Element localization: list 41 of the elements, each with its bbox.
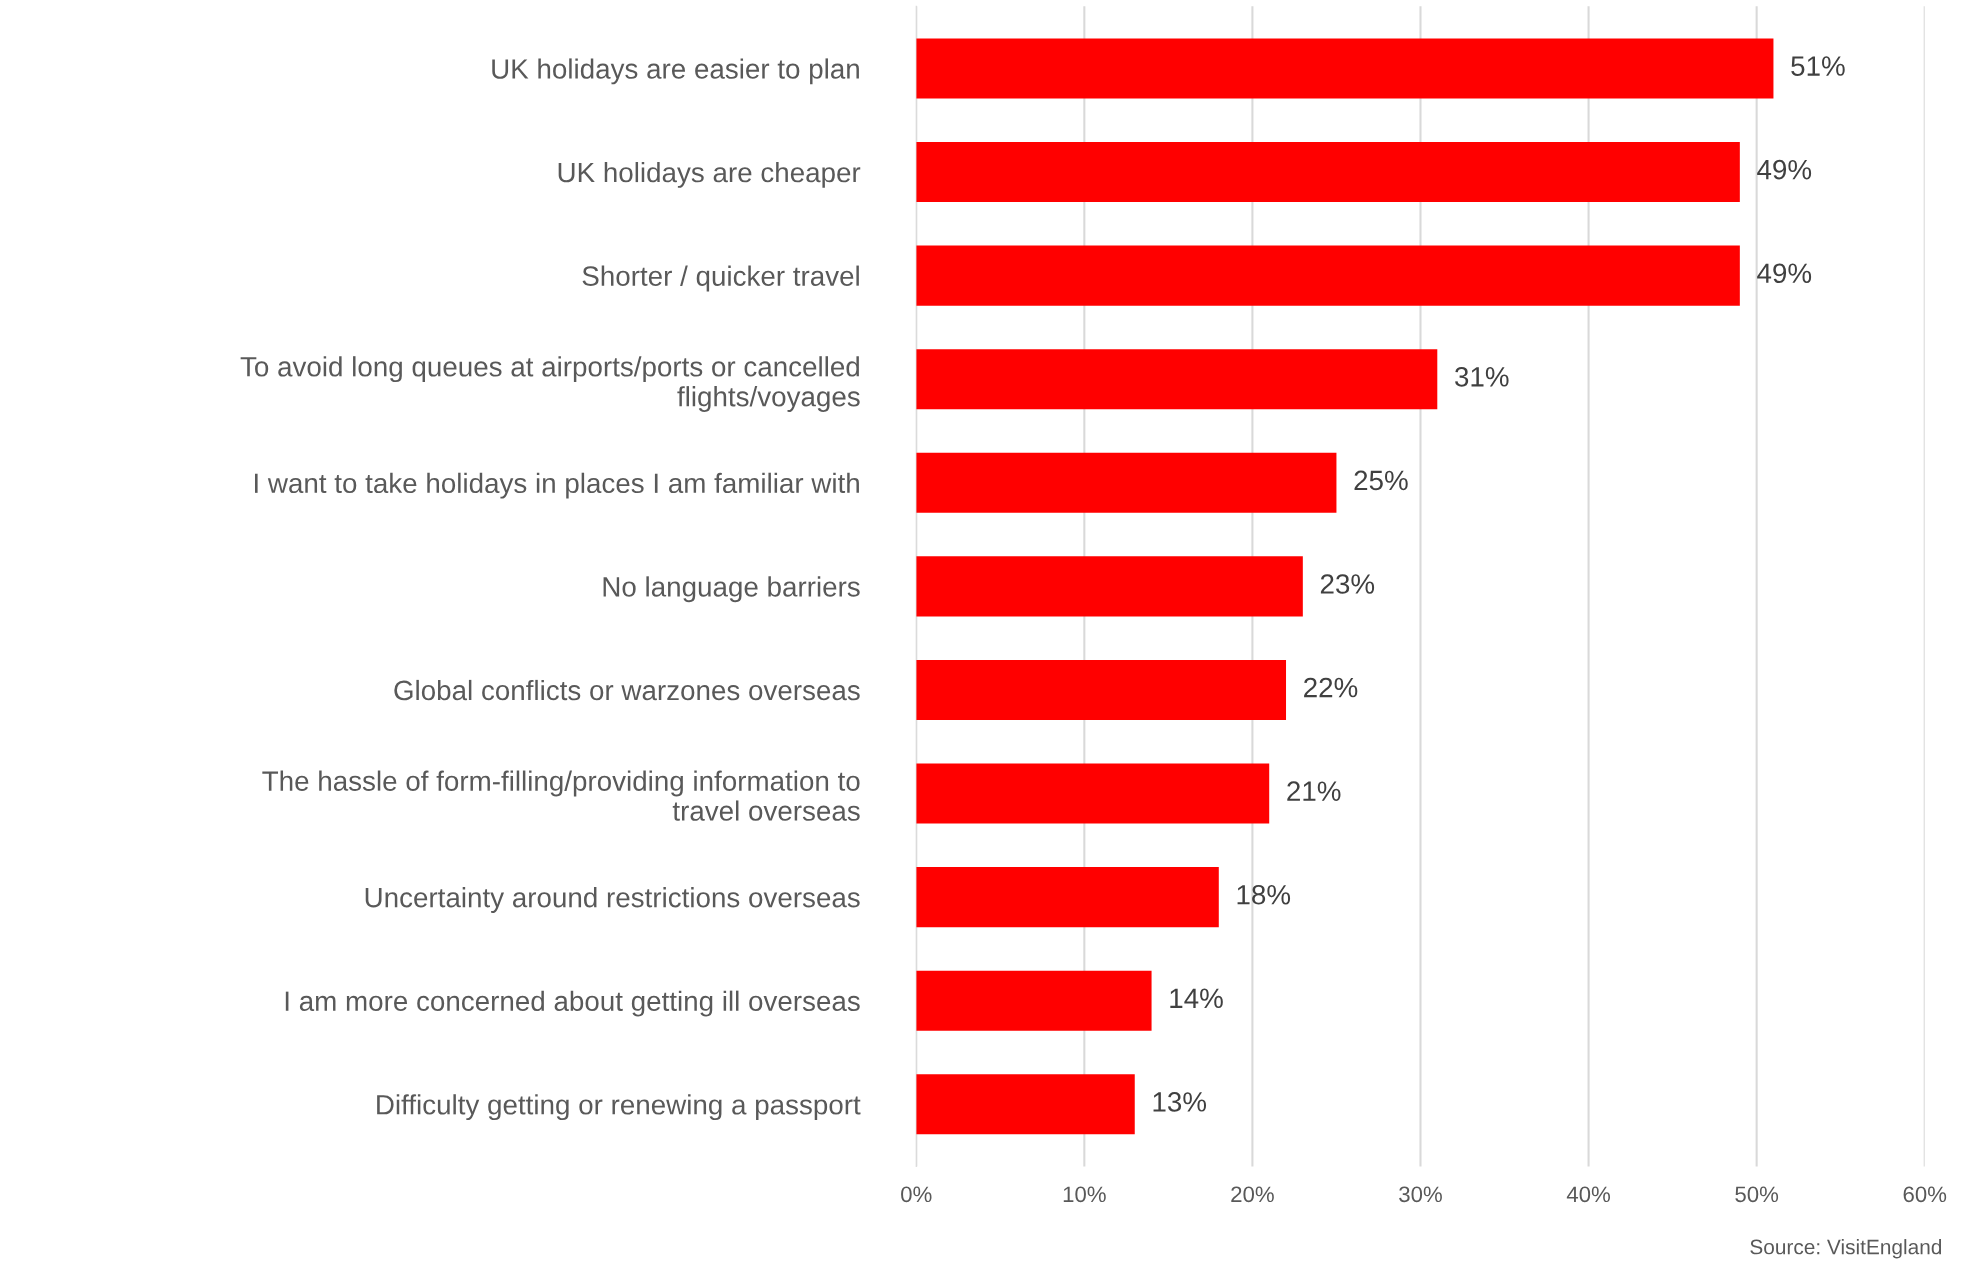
data-label: 21% xyxy=(1287,781,1341,801)
data-label: 23% xyxy=(1320,574,1375,594)
data-label: 49% xyxy=(1757,263,1812,284)
y-tick-label: UK holidays are easier to plan xyxy=(492,58,859,85)
x-tick-label: 40% xyxy=(1566,1186,1611,1203)
y-tick-label: Difficulty getting or renewing a passport xyxy=(377,1094,861,1121)
x-tick-label: 0% xyxy=(901,1186,932,1203)
y-tick-label: Uncertainty around restrictions overseas xyxy=(365,887,860,913)
data-label: 49% xyxy=(1757,159,1812,180)
bar xyxy=(916,245,1740,306)
y-tick-label: Shorter / quicker travel xyxy=(582,265,859,292)
bar xyxy=(916,349,1438,410)
data-label: 13% xyxy=(1153,1092,1207,1112)
x-tick-label: 20% xyxy=(1231,1186,1274,1203)
y-tick-label: UK holidays are cheaper xyxy=(558,161,861,188)
bar xyxy=(916,763,1270,824)
y-tick-label: The hassle of form-filling/providing information to travel overseas xyxy=(262,770,860,821)
y-tick-label: To avoid long queues at airports/ports or cancelled flights/voyages xyxy=(240,356,860,412)
y-tick-label: I am more concerned about getting ill overseas xyxy=(285,990,860,1017)
bar xyxy=(916,970,1152,1031)
y-tick-label: I want to take holidays in places I am familiar with xyxy=(255,472,859,499)
data-label: 22% xyxy=(1304,677,1358,698)
bar xyxy=(916,452,1337,513)
x-tick-label: 50% xyxy=(1735,1186,1779,1203)
data-label: 25% xyxy=(1354,470,1408,491)
y-tick-label: Global conflicts or warzones overseas xyxy=(394,679,860,701)
bar xyxy=(916,38,1774,99)
data-label: 51% xyxy=(1791,56,1845,76)
bar xyxy=(916,867,1219,928)
source-note: Source: VisitEngland xyxy=(1750,1239,1942,1259)
data-label: 18% xyxy=(1237,884,1291,905)
data-label: 14% xyxy=(1170,988,1223,1009)
x-tick-label: 10% xyxy=(1063,1186,1106,1203)
x-tick-label: 30% xyxy=(1399,1186,1442,1203)
bar xyxy=(916,556,1303,617)
bar xyxy=(916,659,1287,720)
y-tick-label: No language barriers xyxy=(603,576,860,603)
bar xyxy=(916,1074,1135,1135)
x-tick-label: 60% xyxy=(1903,1186,1947,1203)
bar xyxy=(916,142,1740,203)
data-label: 31% xyxy=(1455,366,1509,387)
